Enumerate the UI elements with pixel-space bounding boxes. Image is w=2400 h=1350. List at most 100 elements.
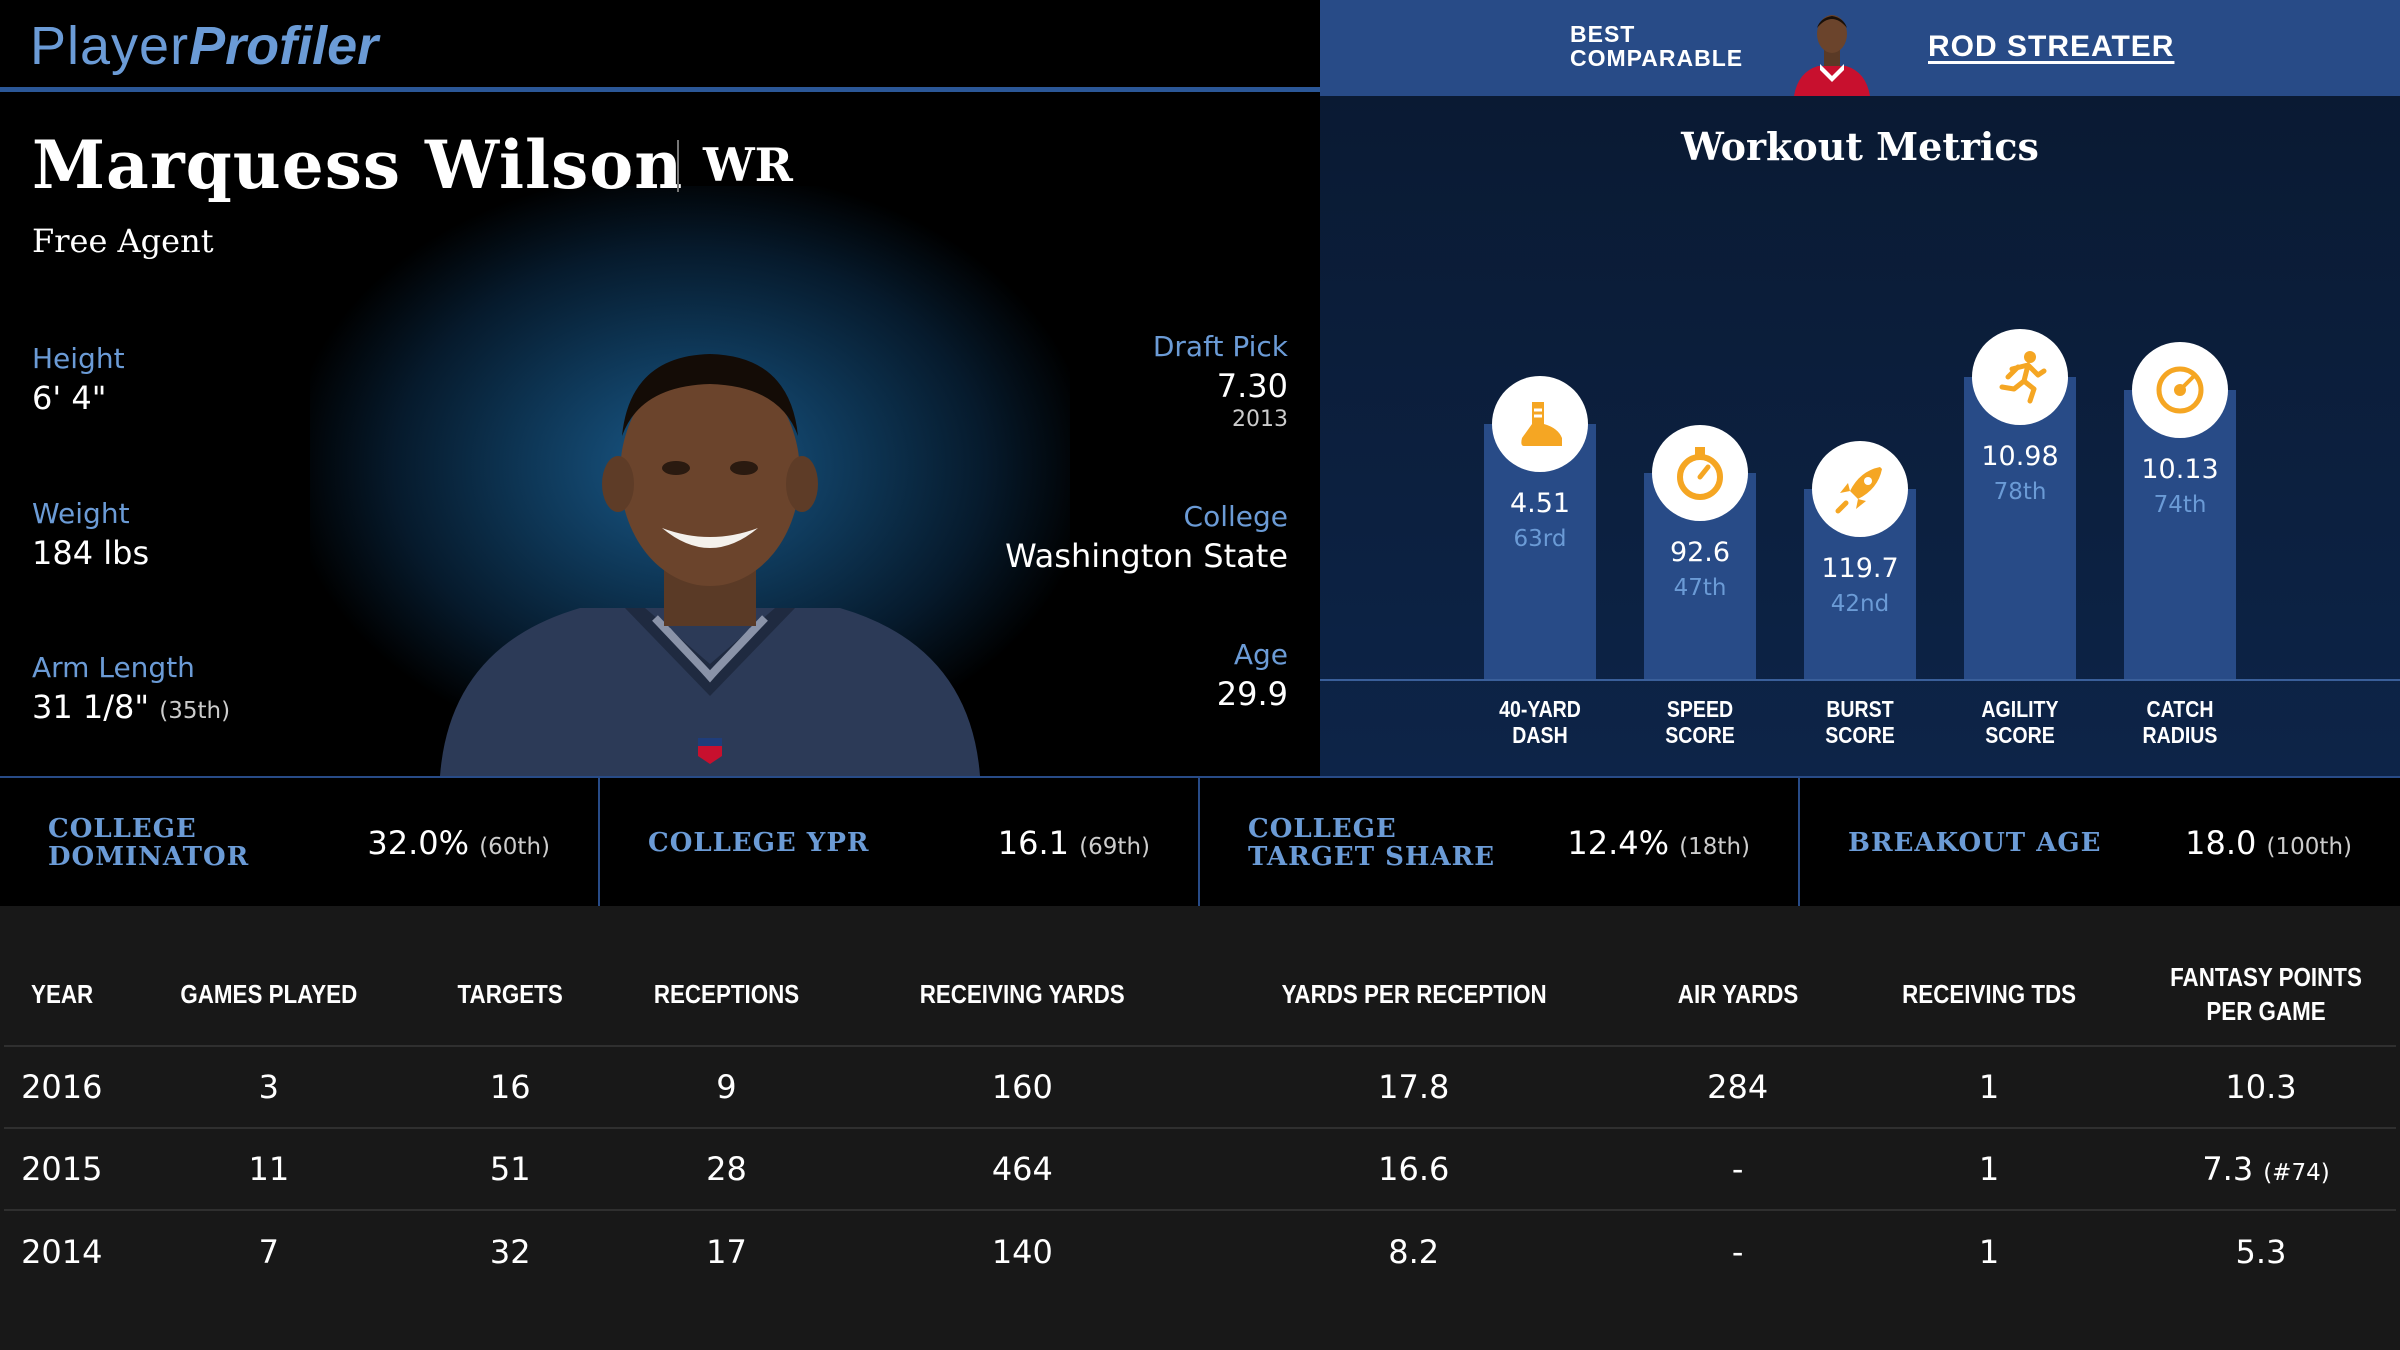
fantasy-rank: (#74) [2263,1160,2330,1186]
draft-pick-label: Draft Pick [1152,330,1288,363]
metric-label-line2: SCORE [1825,722,1895,748]
header-yards-per-reception-label: YARDS PER RECEPTION [1281,978,1547,1009]
header-games-played[interactable]: GAMES PLAYED [119,942,419,1047]
cell-yards-per-reception: 16.6 [1194,1128,1634,1211]
fantasy-points-value: 5.3 [2235,1232,2287,1271]
metric-label-line1: AGILITY [1981,696,2059,722]
metric-speed-score[interactable]: 92.6 47th [1644,425,1756,679]
metric-burst-score[interactable]: 119.7 42nd [1804,441,1916,679]
age-label: Age [1233,638,1288,671]
college-target-share-value: 12.4% [1567,824,1670,862]
cell-receptions: 28 [602,1128,851,1211]
logo-part1: Player [30,16,190,76]
cell-air-yards: 284 [1633,1046,1843,1129]
table-row: 2016 3 16 9 160 17.8 284 1 10.3 [4,1046,2396,1129]
metric-percentile: 42nd [1830,591,1890,617]
player-portrait [440,354,980,776]
college-ypr-value-row: 16.1 (69th) [998,824,1150,862]
college-label: College [1183,500,1288,533]
shoe-icon [1492,376,1588,472]
best-comparable-area: BEST COMPARABLE ROD STREATER [1320,0,2400,96]
header-fantasy-points-per-game-label: FANTASY POINTS PER GAME [2170,961,2362,1026]
header-receiving-yards-label: RECEIVING YARDS [919,978,1125,1009]
header-targets[interactable]: TARGETS [418,942,603,1047]
breakout-age-value: 18.0 [2185,824,2257,862]
cell-air-yards: - [1633,1128,1843,1211]
cell-games-played: 3 [119,1046,419,1129]
cell-fantasy-points: 5.3 [2136,1210,2396,1292]
name-divider [677,140,679,192]
draft-pick-value: 7.30 [1216,367,1288,405]
table-header-row: YEAR GAMES PLAYED TARGETS RECEPTIONS REC… [4,942,2396,1047]
metric-label-agility-score: AGILITY SCORE [1952,696,2088,748]
arm-length-percentile: (35th) [159,698,231,724]
workout-title: Workout Metrics [1681,124,2039,169]
metric-label-line2: RADIUS [2142,722,2218,748]
college-value: Washington State [1005,537,1288,575]
cell-fantasy-points: 10.3 [2136,1046,2396,1129]
metric-agility-score[interactable]: 10.98 78th [1964,329,2076,679]
header-air-yards[interactable]: AIR YARDS [1633,942,1843,1047]
cell-receiving-tds: 1 [1978,1232,2000,1271]
top-bar: PlayerProfiler BEST COMPARABLE ROD STREA… [0,0,2400,96]
metric-percentile: 47th [1673,575,1727,601]
header-receiving-tds[interactable]: RECEIVING TDS [1842,942,2136,1047]
cell-receiving-yards: 464 [850,1128,1195,1211]
cell-yards-per-reception: 17.8 [1194,1046,1634,1129]
stats-table: YEAR GAMES PLAYED TARGETS RECEPTIONS REC… [4,942,2396,1292]
rocket-icon [1812,441,1908,537]
header-year[interactable]: YEAR [4,942,120,1047]
best-comparable-avatar[interactable] [1790,6,1874,96]
age-stat: Age 29.9 [1217,638,1288,713]
header-receptions-label: RECEPTIONS [653,978,800,1009]
cell-targets: 16 [418,1046,603,1129]
logo[interactable]: PlayerProfiler [30,14,378,78]
cell-fantasy-points: 7.3 (#74) [2136,1128,2396,1211]
header-yards-per-reception[interactable]: YARDS PER RECEPTION [1194,942,1634,1047]
college-target-share-value-row: 12.4% (18th) [1567,824,1750,862]
breakout-age-stat[interactable]: BREAKOUT AGE 18.0 (100th) [1800,778,2400,908]
metric-value: 4.51 [1509,488,1571,519]
age-value: 29.9 [1216,675,1288,713]
metric-percentile: 74th [2153,492,2207,518]
workout-baseline [1320,679,2400,681]
player-position: WR [703,138,793,192]
height-value: 6' 4" [32,379,107,417]
metric-value: 10.13 [2141,454,2219,485]
college-stat: College Washington State [1005,500,1288,575]
metric-40-yard-dash[interactable]: 4.51 63rd [1484,376,1596,679]
header-receiving-yards[interactable]: RECEIVING YARDS [850,942,1195,1047]
weight-value: 184 lbs [32,534,150,572]
workout-metrics-panel: Workout Metrics 4.51 63rd 92.6 47th 119.… [1320,96,2400,776]
college-dominator-stat[interactable]: COLLEGE DOMINATOR 32.0% (60th) [0,778,600,908]
college-dominator-percentile: (60th) [479,834,550,860]
college-target-share-stat[interactable]: COLLEGE TARGET SHARE 12.4% (18th) [1200,778,1800,908]
metric-percentile: 78th [1993,479,2047,505]
draft-pick-stat: Draft Pick 7.30 2013 [1153,330,1288,432]
table-row: 2015 11 51 28 464 16.6 - 1 7.3 (#74) [4,1128,2396,1211]
header-air-yards-label: AIR YARDS [1677,978,1798,1009]
best-comparable-link[interactable]: ROD STREATER [1928,30,2175,63]
college-stats-row: COLLEGE DOMINATOR 32.0% (60th) COLLEGE Y… [0,776,2400,908]
metric-label-line1: 40-YARD [1499,696,1581,722]
metric-label-speed-score: SPEED SCORE [1632,696,1768,748]
cell-year: 2016 [4,1046,120,1129]
cell-receptions: 17 [706,1232,747,1271]
fantasy-points-value: 10.3 [2225,1068,2297,1106]
header-receptions[interactable]: RECEPTIONS [602,942,851,1047]
metric-catch-radius[interactable]: 10.13 74th [2124,342,2236,679]
header-fantasy-points-per-game[interactable]: FANTASY POINTS PER GAME [2136,942,2396,1047]
metric-value: 10.98 [1981,441,2059,472]
college-target-share-label: COLLEGE TARGET SHARE [1248,814,1496,872]
college-target-share-percentile: (18th) [1679,834,1750,860]
metric-bar [2124,390,2236,679]
metric-value: 119.7 [1821,553,1899,584]
stopwatch-icon [1652,425,1748,521]
cell-year: 2014 [21,1232,103,1271]
breakout-age-percentile: (100th) [2266,834,2352,860]
metric-percentile: 63rd [1513,526,1567,552]
college-ypr-stat[interactable]: COLLEGE YPR 16.1 (69th) [600,778,1200,908]
cell-games-played: 7 [258,1232,279,1271]
metric-label-line2: SCORE [1665,722,1735,748]
cell-receptions: 9 [602,1046,851,1129]
